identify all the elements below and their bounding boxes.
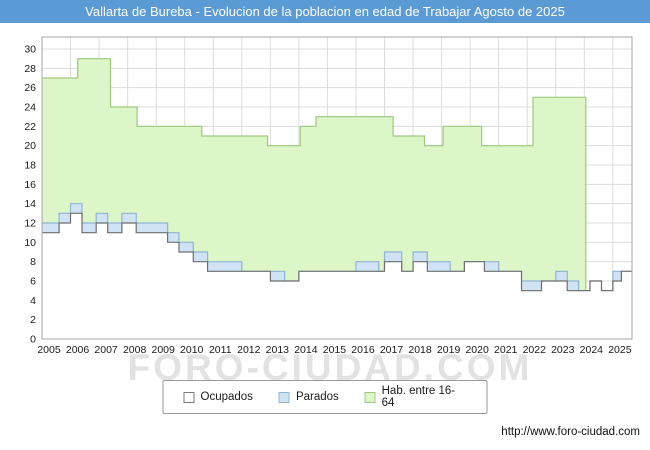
legend-label-parados: Parados	[295, 391, 339, 403]
svg-text:20: 20	[24, 140, 36, 152]
svg-text:2019: 2019	[437, 344, 461, 356]
svg-text:8: 8	[30, 256, 36, 268]
chart-legend: Ocupados Parados Hab. entre 16-64	[162, 380, 488, 414]
legend-swatch-hab-16-64	[364, 391, 376, 403]
svg-text:2022: 2022	[523, 344, 547, 356]
svg-text:4: 4	[30, 295, 36, 307]
svg-text:24: 24	[24, 102, 36, 114]
svg-text:30: 30	[24, 44, 36, 56]
legend-label-ocupados: Ocupados	[200, 391, 253, 403]
svg-text:2024: 2024	[580, 344, 604, 356]
legend-item-ocupados: Ocupados	[183, 391, 253, 403]
svg-text:2011: 2011	[209, 344, 232, 356]
title-bar: Vallarta de Bureba - Evolucion de la pob…	[0, 0, 650, 23]
svg-text:2006: 2006	[66, 344, 90, 356]
svg-text:2014: 2014	[294, 344, 318, 356]
svg-text:2007: 2007	[94, 344, 118, 356]
svg-text:2023: 2023	[551, 344, 575, 356]
svg-text:16: 16	[24, 179, 36, 191]
svg-text:2018: 2018	[408, 344, 432, 356]
foro-ciudad-link[interactable]: http://www.foro-ciudad.com	[501, 426, 640, 438]
legend-swatch-ocupados	[183, 391, 195, 403]
svg-text:6: 6	[30, 276, 36, 288]
svg-text:12: 12	[24, 218, 36, 230]
svg-text:2012: 2012	[237, 344, 261, 356]
svg-text:2008: 2008	[123, 344, 147, 356]
svg-text:2020: 2020	[465, 344, 489, 356]
svg-text:10: 10	[24, 237, 36, 249]
chart-area: 0 2 4 6 8 10 12 14 16 18 20 22 24 26 28 30 2005 2006 2007 2…	[0, 23, 650, 368]
svg-text:2005: 2005	[37, 344, 61, 356]
svg-text:2017: 2017	[380, 344, 404, 356]
svg-text:26: 26	[24, 82, 36, 94]
svg-text:18: 18	[24, 160, 36, 172]
svg-text:0: 0	[30, 334, 36, 346]
svg-text:2021: 2021	[494, 344, 518, 356]
svg-text:2016: 2016	[351, 344, 375, 356]
svg-text:2015: 2015	[323, 344, 347, 356]
legend-item-parados: Parados	[278, 391, 339, 403]
legend-swatch-parados	[278, 391, 290, 403]
svg-text:2025: 2025	[608, 344, 632, 356]
svg-text:22: 22	[24, 121, 36, 133]
chart-title: Vallarta de Bureba - Evolucion de la pob…	[85, 4, 565, 19]
legend-item-hab-16-64: Hab. entre 16-64	[364, 385, 467, 409]
svg-text:14: 14	[24, 198, 36, 210]
svg-text:2009: 2009	[151, 344, 175, 356]
svg-text:28: 28	[24, 63, 36, 75]
svg-text:2: 2	[30, 314, 36, 326]
svg-text:2010: 2010	[180, 344, 204, 356]
svg-text:2013: 2013	[266, 344, 290, 356]
legend-label-hab-16-64: Hab. entre 16-64	[381, 385, 456, 409]
